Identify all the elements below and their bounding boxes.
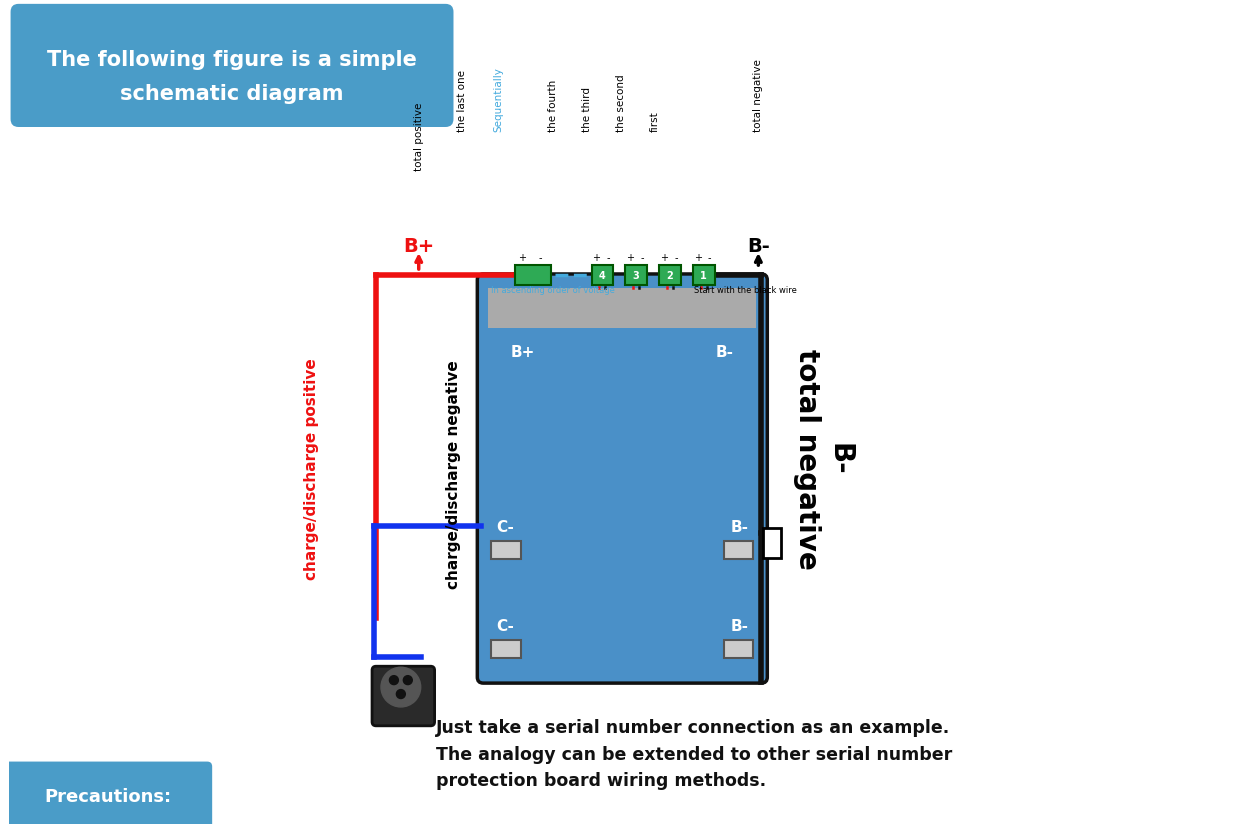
- Text: 2: 2: [667, 270, 673, 280]
- Text: Sequentially: Sequentially: [493, 67, 503, 131]
- Bar: [491, 542, 522, 559]
- Text: Just take a serial number connection as an example.: Just take a serial number connection as …: [436, 718, 950, 736]
- Text: C-: C-: [496, 519, 514, 534]
- Text: charge/discharge positive: charge/discharge positive: [304, 358, 318, 580]
- Text: B+: B+: [510, 345, 535, 360]
- Circle shape: [389, 676, 399, 685]
- Bar: [591, 265, 613, 285]
- Text: 1: 1: [700, 270, 707, 280]
- Text: -: -: [674, 253, 678, 263]
- FancyBboxPatch shape: [372, 667, 435, 726]
- Bar: [626, 265, 647, 285]
- Text: B+: B+: [403, 237, 435, 256]
- Text: the second: the second: [616, 74, 626, 131]
- Text: 4: 4: [600, 270, 606, 280]
- Text: +: +: [660, 253, 668, 263]
- Text: -: -: [607, 253, 610, 263]
- Circle shape: [404, 676, 413, 685]
- Text: B-
total negative: B- total negative: [793, 349, 854, 569]
- FancyBboxPatch shape: [4, 762, 212, 827]
- Text: -: -: [707, 253, 711, 263]
- Bar: [488, 289, 756, 328]
- Bar: [724, 542, 753, 559]
- Text: -: -: [641, 253, 644, 263]
- Bar: [491, 641, 522, 658]
- Text: +: +: [592, 253, 601, 263]
- FancyBboxPatch shape: [477, 275, 767, 683]
- Text: the third: the third: [581, 87, 591, 131]
- Text: +: +: [518, 253, 527, 263]
- Circle shape: [380, 667, 421, 707]
- Text: -: -: [538, 253, 541, 263]
- Text: In ascending order of voltage: In ascending order of voltage: [491, 286, 615, 295]
- Text: +: +: [694, 253, 701, 263]
- Circle shape: [396, 690, 405, 699]
- Text: The analogy can be extended to other serial number: The analogy can be extended to other ser…: [436, 745, 952, 762]
- Text: the last one: the last one: [457, 70, 467, 131]
- Text: schematic diagram: schematic diagram: [120, 84, 343, 104]
- Text: Start with the black wire: Start with the black wire: [694, 286, 797, 295]
- Text: Precautions:: Precautions:: [45, 787, 171, 805]
- Text: B-: B-: [731, 619, 748, 633]
- Text: C-: C-: [496, 619, 514, 633]
- Bar: [693, 265, 715, 285]
- Text: first: first: [650, 111, 660, 131]
- Bar: [763, 528, 782, 558]
- Text: total positive: total positive: [414, 103, 424, 171]
- Text: protection board wiring methods.: protection board wiring methods.: [436, 772, 766, 790]
- Text: B-: B-: [747, 237, 769, 256]
- Bar: [659, 265, 681, 285]
- Text: B-: B-: [731, 519, 748, 534]
- Text: B-: B-: [716, 345, 733, 360]
- Text: charge/discharge negative: charge/discharge negative: [446, 360, 461, 588]
- Text: total negative: total negative: [753, 59, 763, 131]
- Bar: [515, 265, 551, 285]
- Text: The following figure is a simple: The following figure is a simple: [47, 50, 418, 70]
- Text: +: +: [626, 253, 634, 263]
- Bar: [724, 641, 753, 658]
- Text: the fourth: the fourth: [548, 79, 558, 131]
- Text: 3: 3: [633, 270, 639, 280]
- FancyBboxPatch shape: [11, 5, 453, 128]
